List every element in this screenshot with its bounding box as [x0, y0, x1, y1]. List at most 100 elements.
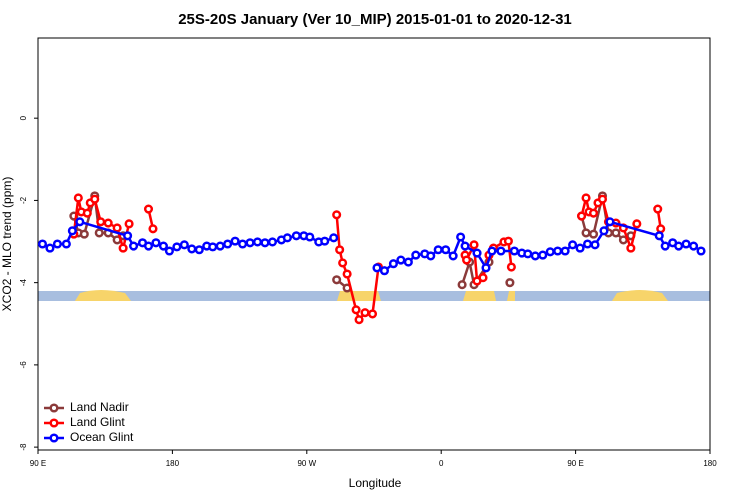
- chart-title: 25S-20S January (Ver 10_MIP) 2015-01-01 …: [178, 11, 572, 28]
- data-point: [367, 309, 378, 319]
- data-point: [575, 243, 585, 253]
- data-point: [329, 233, 339, 243]
- data-point: [351, 305, 361, 315]
- data-point: [582, 239, 593, 249]
- data-point: [388, 259, 398, 269]
- data-point: [581, 193, 591, 203]
- data-point: [496, 246, 506, 256]
- data-point: [194, 245, 204, 255]
- data-point: [151, 238, 161, 248]
- data-point: [267, 237, 278, 247]
- data-point: [656, 224, 666, 234]
- legend-marker: [49, 418, 59, 428]
- data-point: [332, 275, 342, 285]
- data-point: [245, 238, 255, 248]
- data-point: [94, 228, 104, 238]
- x-tick-label: 180: [166, 459, 180, 468]
- data-point: [689, 241, 699, 251]
- data-point: [37, 239, 48, 249]
- land-patch: [612, 290, 668, 301]
- data-point: [478, 273, 488, 283]
- data-point: [597, 194, 608, 204]
- data-point: [61, 239, 71, 249]
- data-point: [553, 246, 563, 256]
- land-patch: [463, 291, 496, 301]
- data-point: [568, 240, 578, 250]
- data-point: [208, 242, 218, 252]
- data-point: [577, 211, 587, 221]
- data-point: [238, 239, 248, 249]
- data-point: [158, 241, 168, 251]
- data-point: [67, 226, 77, 236]
- data-point: [164, 246, 174, 256]
- data-point: [426, 251, 436, 261]
- data-point: [123, 231, 133, 241]
- data-point: [305, 232, 315, 242]
- data-point: [505, 278, 515, 288]
- data-point: [590, 240, 600, 250]
- data-point: [129, 241, 139, 251]
- data-point: [372, 263, 382, 273]
- y-tick-label: 0: [19, 115, 28, 120]
- data-point: [260, 238, 270, 248]
- y-tick-label: -4: [19, 279, 28, 287]
- x-axis-label: Longitude: [349, 476, 402, 490]
- data-point: [530, 251, 540, 261]
- data-point: [660, 241, 670, 251]
- land-patch: [507, 291, 515, 301]
- land-patch: [337, 291, 381, 301]
- x-tick-label: 90 W: [297, 459, 316, 468]
- data-point: [403, 257, 413, 267]
- y-tick-label: -6: [19, 361, 28, 369]
- data-point: [506, 262, 516, 272]
- data-point: [560, 246, 570, 256]
- data-point: [172, 242, 182, 252]
- data-point: [433, 245, 443, 255]
- data-point: [96, 217, 106, 227]
- data-point: [90, 194, 100, 204]
- data-point: [338, 258, 348, 268]
- data-point: [538, 250, 548, 260]
- data-point: [52, 239, 62, 249]
- data-point: [179, 240, 189, 250]
- data-point: [103, 218, 113, 228]
- data-point: [411, 250, 421, 260]
- data-point: [441, 245, 451, 255]
- data-point: [396, 255, 406, 265]
- data-point: [599, 226, 609, 236]
- x-tick-label: 0: [439, 459, 444, 468]
- data-point: [379, 266, 390, 276]
- data-point: [354, 315, 364, 325]
- data-point: [469, 240, 479, 250]
- legend-label: Land Glint: [70, 415, 125, 429]
- data-point: [523, 249, 533, 259]
- data-point: [588, 229, 599, 239]
- data-point: [632, 219, 642, 229]
- data-point: [581, 228, 591, 238]
- data-point: [223, 239, 233, 249]
- x-tick-label: 90 E: [30, 459, 46, 468]
- data-point: [681, 239, 691, 249]
- data-point: [45, 243, 55, 253]
- series-line: [460, 257, 491, 288]
- data-point: [124, 219, 134, 229]
- y-axis-label: XCO2 - MLO trend (ppm): [0, 177, 14, 312]
- legend-marker: [49, 403, 59, 413]
- series-line: [376, 220, 702, 273]
- data-point: [112, 223, 122, 233]
- data-point: [487, 246, 497, 256]
- data-point: [143, 241, 154, 251]
- data-point: [282, 233, 292, 243]
- data-point: [75, 217, 85, 227]
- data-point: [448, 251, 458, 261]
- legend-marker: [49, 433, 59, 443]
- data-point: [73, 193, 83, 203]
- data-point: [696, 246, 706, 256]
- data-point: [460, 241, 470, 251]
- data-point: [79, 229, 89, 239]
- data-point: [545, 247, 555, 257]
- land-patch: [75, 290, 131, 301]
- data-point: [342, 269, 352, 279]
- data-point: [143, 204, 154, 214]
- data-point: [481, 263, 491, 273]
